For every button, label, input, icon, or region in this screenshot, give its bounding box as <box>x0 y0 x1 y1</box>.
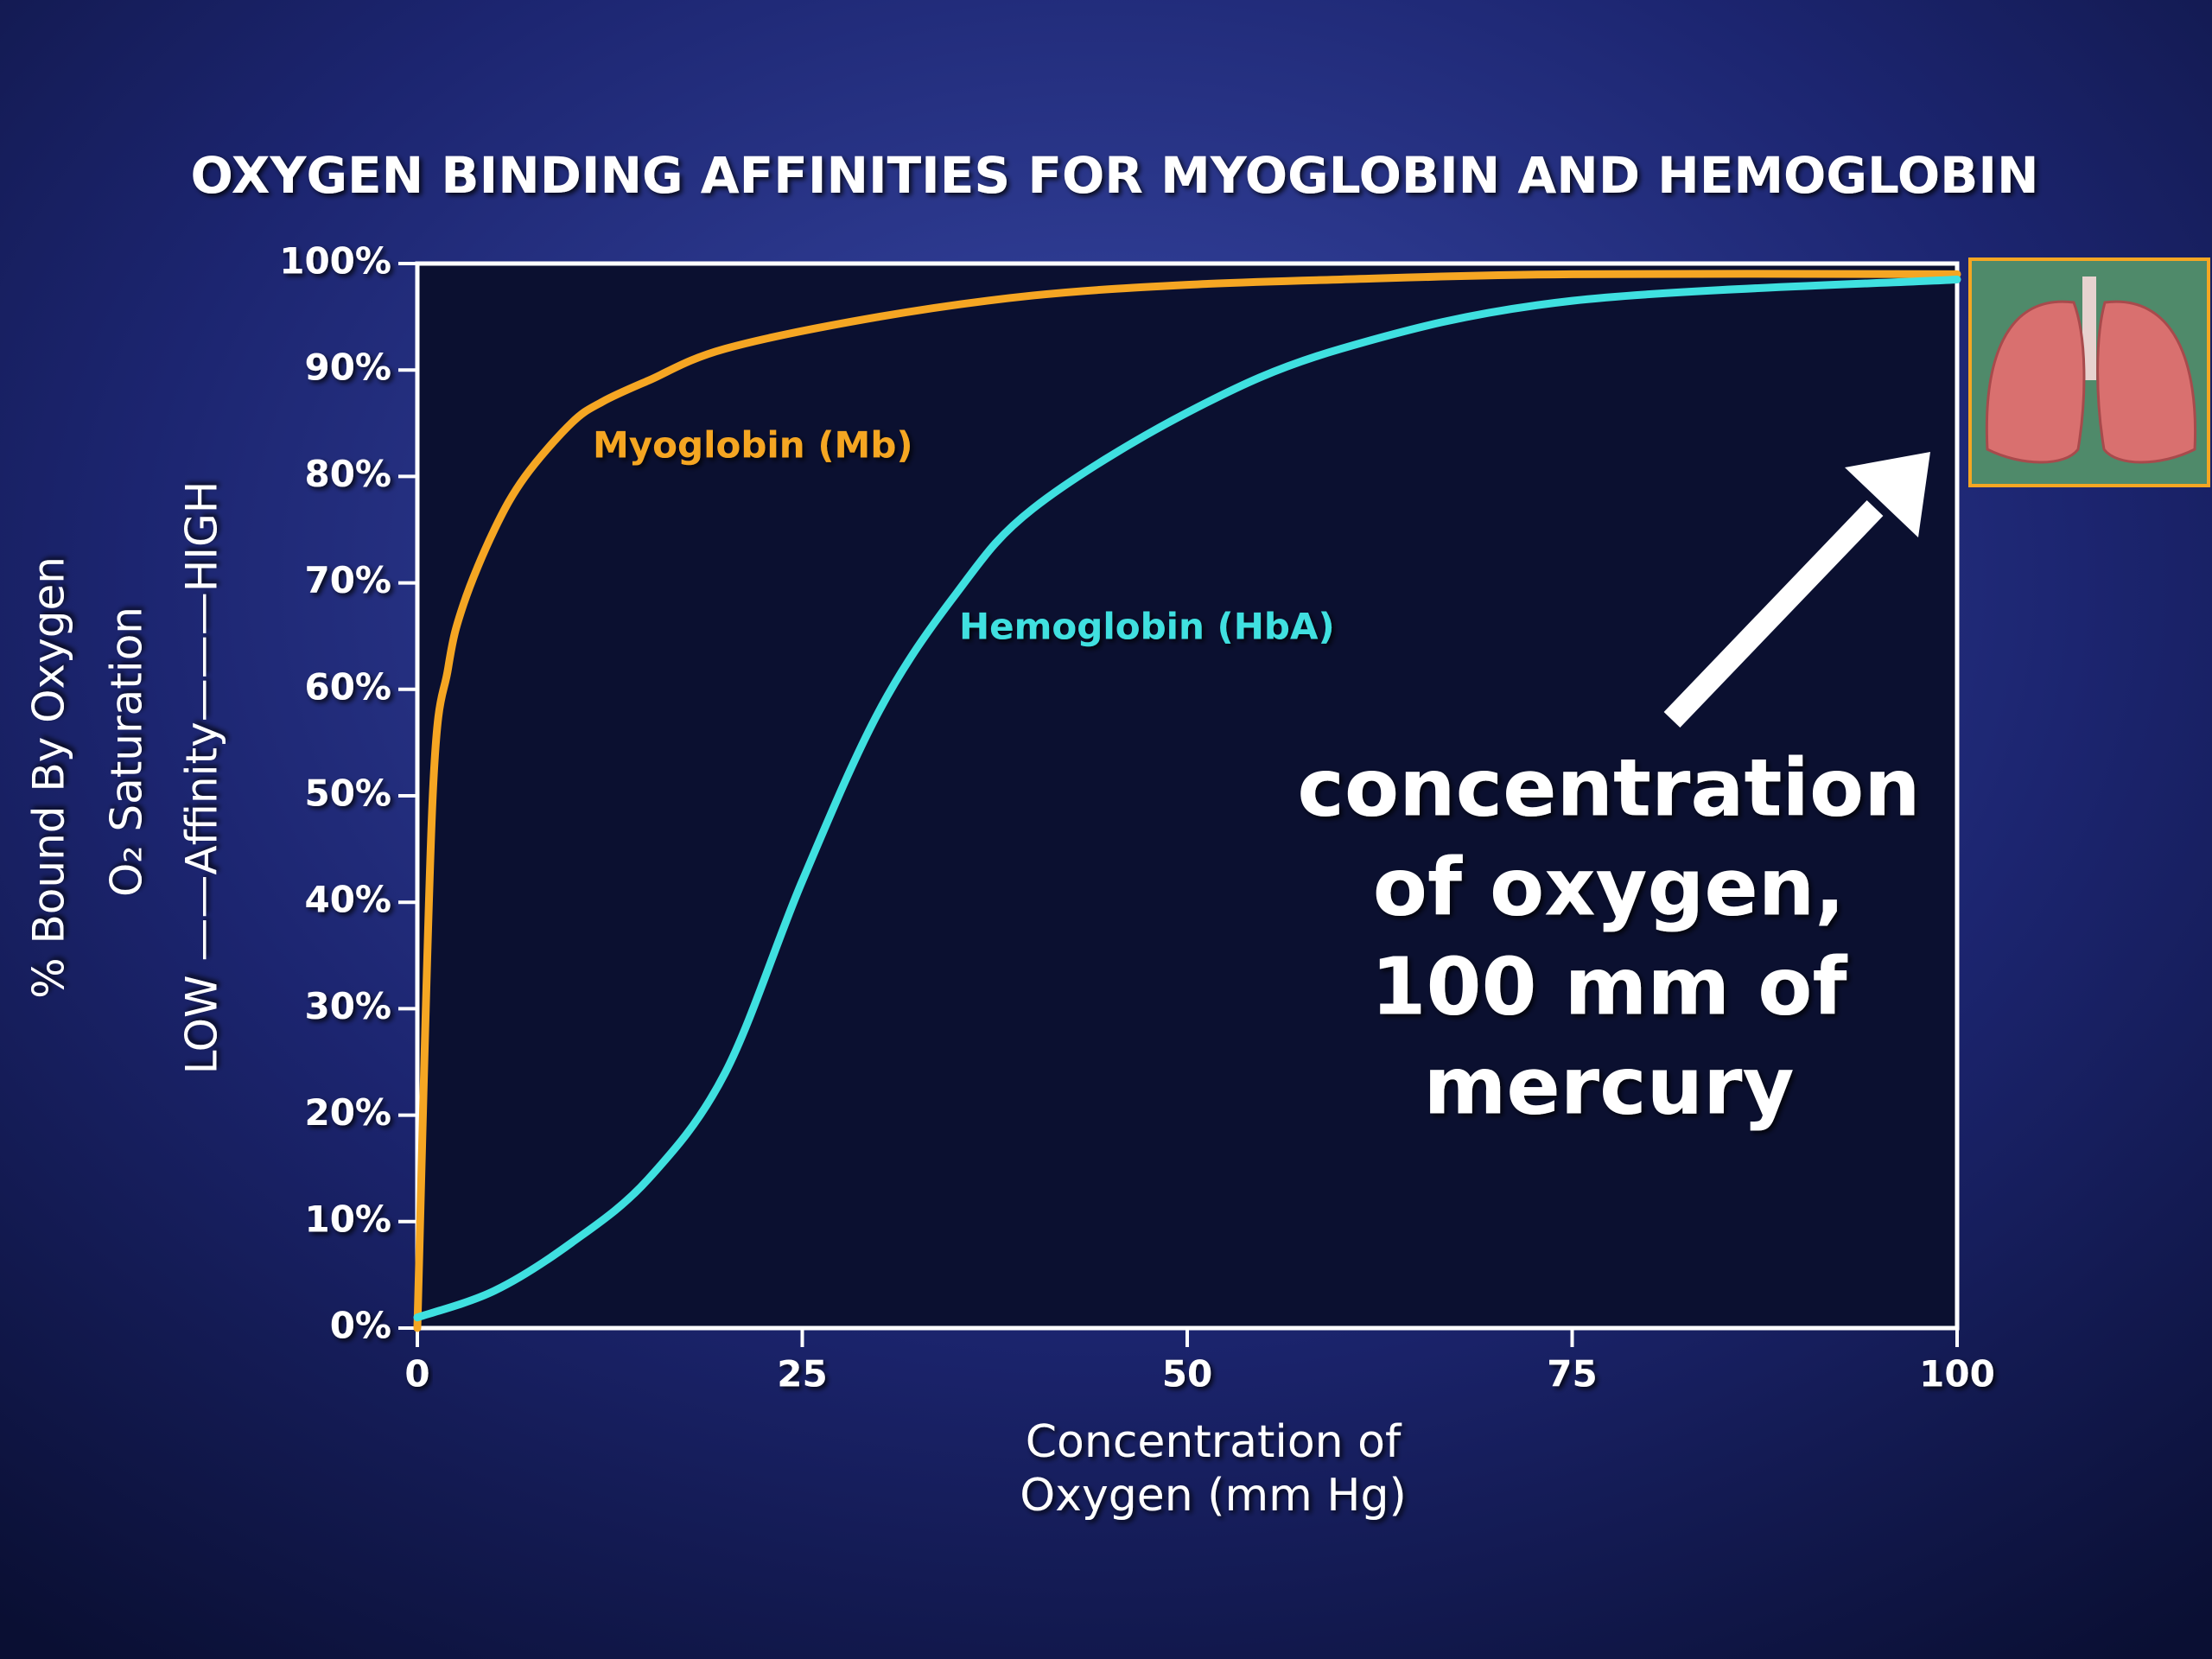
series-line <box>413 270 1961 1332</box>
y-tick-label: 80% <box>304 453 391 495</box>
y-tick-label: 0% <box>330 1305 391 1347</box>
annotation: of oxygen, <box>1373 841 1845 933</box>
x-axis-label: Oxygen (mm Hg) <box>1020 1470 1406 1522</box>
y-tick-label: 20% <box>304 1091 391 1134</box>
lungs-image <box>1968 257 2210 487</box>
x-tick-label: 25 <box>777 1353 827 1395</box>
x-tick-label: 75 <box>1547 1353 1597 1395</box>
series-label: Hemoglobin (HbA) <box>959 606 1335 648</box>
y-tick-label: 10% <box>304 1198 391 1240</box>
x-axis-label: Concentration of <box>1026 1416 1402 1468</box>
annotation: concentration <box>1297 741 1920 834</box>
y-tick-label: 40% <box>304 879 391 921</box>
y-tick-label: 70% <box>304 559 391 601</box>
chart-title: OXYGEN BINDING AFFINITIES FOR MYOGLOBIN … <box>190 146 2038 205</box>
y-tick-label: 50% <box>304 772 391 815</box>
annotation: mercury <box>1423 1039 1794 1132</box>
y-tick-label: 60% <box>304 665 391 708</box>
y-axis-label: % Bound By Oxygen <box>24 556 74 999</box>
series-label: Myoglobin (Mb) <box>593 424 913 467</box>
y-tick-label: 100% <box>279 240 391 283</box>
y-tick-label: 30% <box>304 985 391 1027</box>
y-axis-label: O₂ Saturation <box>102 607 152 897</box>
x-tick-label: 100 <box>1919 1353 1995 1395</box>
arrow <box>1663 452 1930 728</box>
x-tick-label: 0 <box>404 1353 429 1395</box>
x-tick-label: 50 <box>1162 1353 1212 1395</box>
annotation: 100 mm of <box>1370 940 1847 1033</box>
series-line <box>413 275 1961 1322</box>
y-tick-label: 90% <box>304 346 391 389</box>
y-axis-label: LOW ——Affinity———HIGH <box>177 481 227 1075</box>
